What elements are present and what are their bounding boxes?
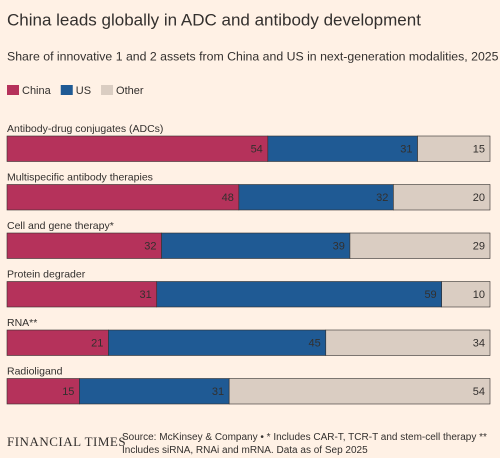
bar-segment — [238, 184, 394, 211]
value-label: 39 — [333, 241, 345, 253]
bar-segment — [267, 135, 418, 162]
value-label: 10 — [473, 289, 485, 301]
bar-segment — [6, 281, 158, 308]
value-label: 31 — [400, 144, 412, 156]
bar-segment — [108, 329, 327, 356]
bar-segment — [161, 232, 351, 259]
legend-swatch — [60, 85, 73, 95]
bar-segment — [156, 281, 442, 308]
category-label: Multispecific antibody therapies — [7, 171, 153, 183]
bar-segment — [228, 378, 491, 405]
value-label: 45 — [309, 338, 321, 350]
bar-segment — [325, 329, 491, 356]
value-label: 29 — [473, 241, 485, 253]
legend-swatch — [101, 85, 114, 95]
bar-segment — [6, 135, 269, 162]
bar-segment — [417, 135, 491, 162]
chart-subtitle: Share of innovative 1 and 2 assets from … — [7, 49, 500, 63]
bar-segment — [393, 184, 491, 211]
value-label: 54 — [473, 386, 485, 398]
value-label: 48 — [222, 192, 234, 204]
bar-segment — [441, 281, 491, 308]
bar-segment — [79, 378, 230, 405]
legend-label: China — [22, 85, 52, 97]
bar-segment — [6, 232, 162, 259]
legend-swatch — [7, 85, 19, 95]
value-label: 15 — [62, 386, 74, 398]
category-label: Cell and gene therapy* — [7, 220, 114, 232]
value-label: 59 — [424, 289, 436, 301]
value-label: 15 — [473, 144, 485, 156]
category-label: Antibody-drug conjugates (ADCs) — [7, 123, 163, 135]
chart-title: China leads globally in ADC and antibody… — [7, 10, 421, 29]
value-label: 34 — [473, 338, 485, 350]
category-label: RNA** — [7, 317, 37, 329]
value-label: 31 — [212, 386, 224, 398]
value-label: 32 — [376, 192, 388, 204]
value-label: 32 — [144, 241, 156, 253]
source-note: Source: McKinsey & Company • * Includes … — [122, 432, 487, 456]
brand: FINANCIAL TIMES — [7, 434, 127, 449]
category-label: Protein degrader — [7, 268, 86, 280]
value-label: 21 — [91, 338, 103, 350]
category-label: Radioligand — [7, 365, 63, 377]
bar-segment — [6, 184, 240, 211]
bar-segment — [6, 329, 109, 356]
legend-label: Other — [116, 85, 144, 97]
bar-segment — [349, 232, 491, 259]
value-label: 54 — [251, 144, 263, 156]
value-label: 20 — [473, 192, 485, 204]
legend-label: US — [76, 85, 91, 97]
bar-segment — [6, 378, 80, 405]
value-label: 31 — [139, 289, 151, 301]
